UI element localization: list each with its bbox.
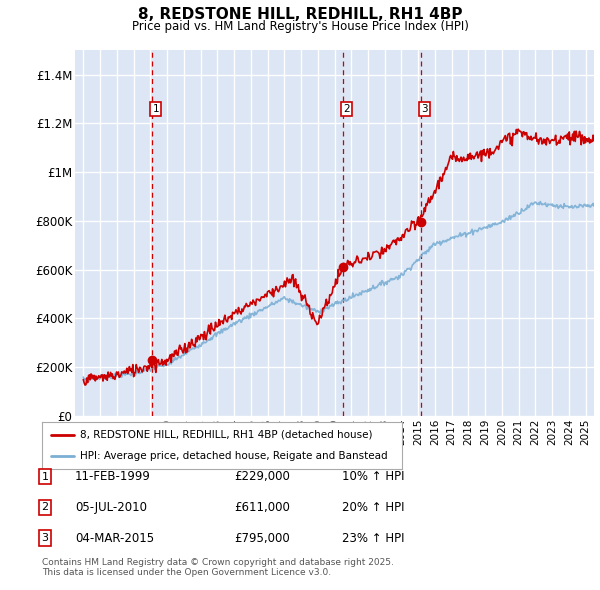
Text: 23% ↑ HPI: 23% ↑ HPI bbox=[342, 532, 404, 545]
Text: 8, REDSTONE HILL, REDHILL, RH1 4BP (detached house): 8, REDSTONE HILL, REDHILL, RH1 4BP (deta… bbox=[80, 430, 372, 440]
Text: 2: 2 bbox=[41, 503, 49, 512]
Text: HPI: Average price, detached house, Reigate and Banstead: HPI: Average price, detached house, Reig… bbox=[80, 451, 388, 461]
Text: 04-MAR-2015: 04-MAR-2015 bbox=[75, 532, 154, 545]
Text: 20% ↑ HPI: 20% ↑ HPI bbox=[342, 501, 404, 514]
Text: 3: 3 bbox=[41, 533, 49, 543]
Text: 05-JUL-2010: 05-JUL-2010 bbox=[75, 501, 147, 514]
Text: 2: 2 bbox=[343, 104, 350, 114]
Text: £611,000: £611,000 bbox=[234, 501, 290, 514]
Text: 10% ↑ HPI: 10% ↑ HPI bbox=[342, 470, 404, 483]
Text: £795,000: £795,000 bbox=[234, 532, 290, 545]
Text: Contains HM Land Registry data © Crown copyright and database right 2025.
This d: Contains HM Land Registry data © Crown c… bbox=[42, 558, 394, 577]
Text: 1: 1 bbox=[41, 472, 49, 481]
Text: 3: 3 bbox=[421, 104, 428, 114]
Text: 8, REDSTONE HILL, REDHILL, RH1 4BP: 8, REDSTONE HILL, REDHILL, RH1 4BP bbox=[138, 7, 462, 22]
Text: £229,000: £229,000 bbox=[234, 470, 290, 483]
Text: 1: 1 bbox=[152, 104, 159, 114]
Text: Price paid vs. HM Land Registry's House Price Index (HPI): Price paid vs. HM Land Registry's House … bbox=[131, 20, 469, 33]
Text: 11-FEB-1999: 11-FEB-1999 bbox=[75, 470, 151, 483]
